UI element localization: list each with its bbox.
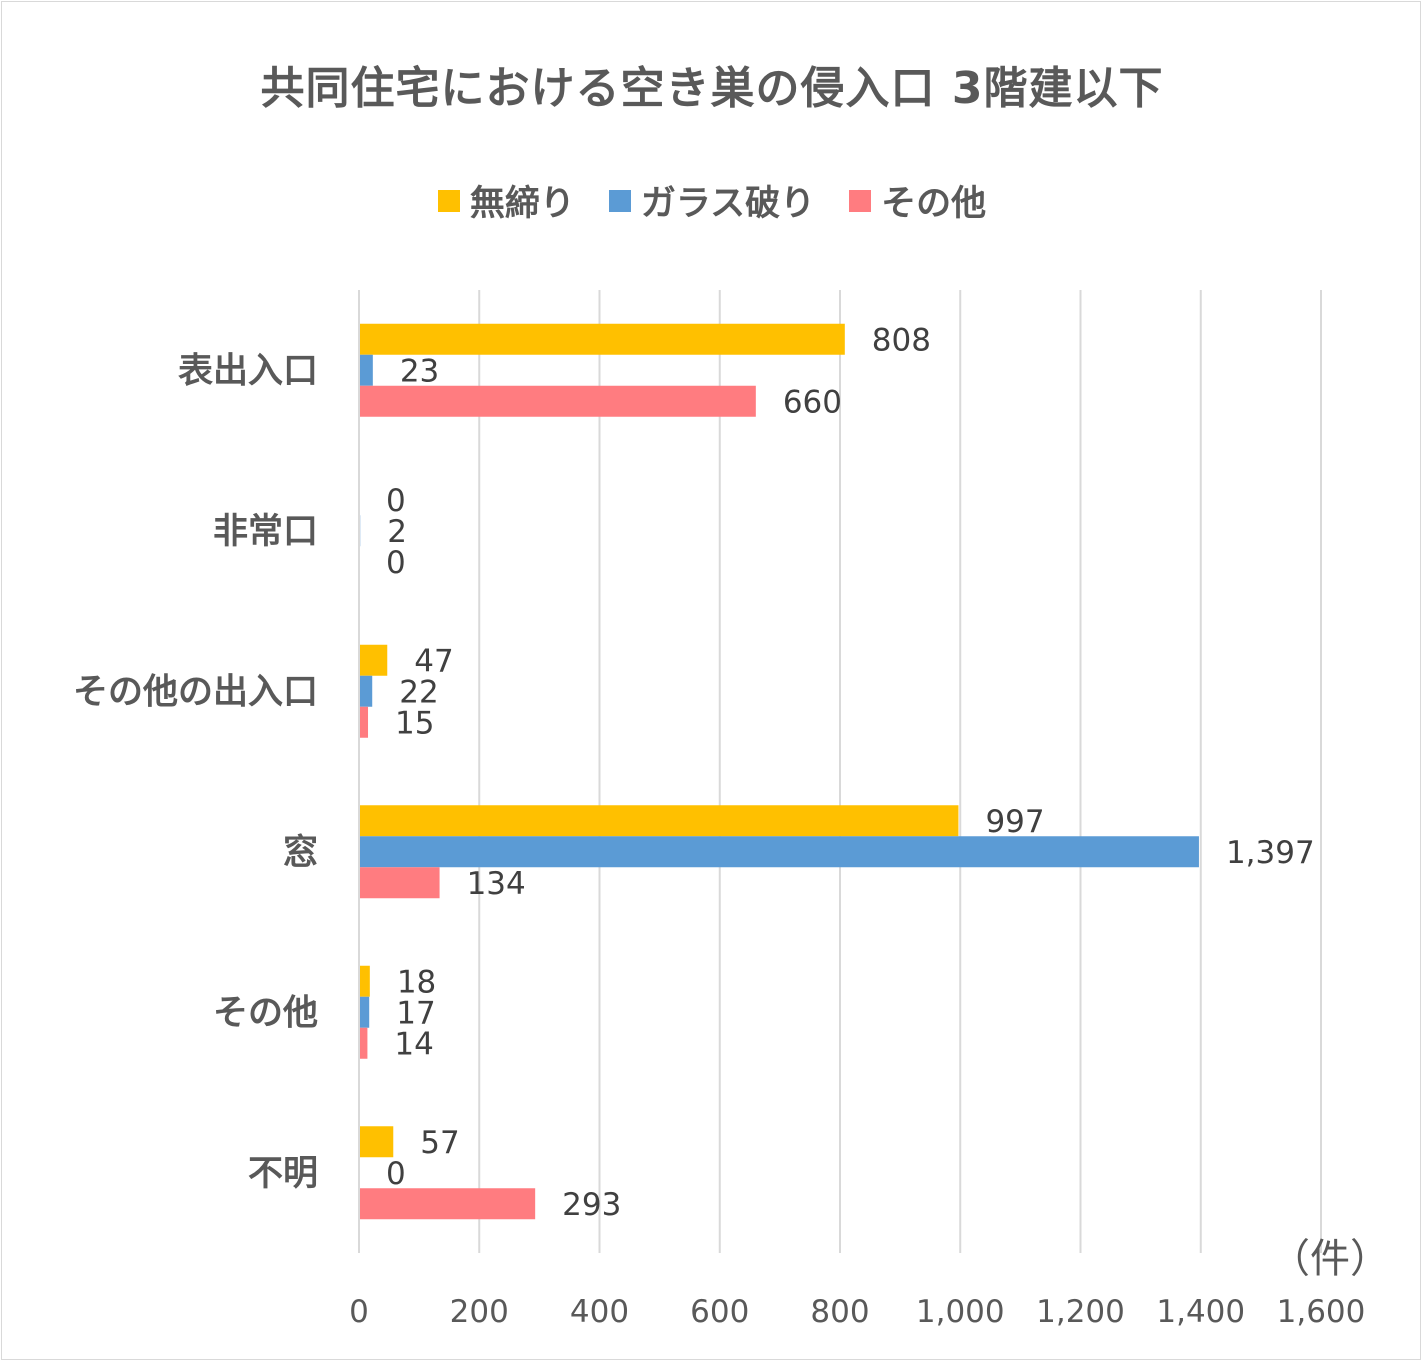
legend-swatch-series-2 [849, 189, 872, 212]
data-label-3-series-2: 134 [467, 866, 526, 902]
chart-title: 共同住宅における空き巣の侵入口 3階建以下 [260, 63, 1164, 114]
bar-2-series-0 [359, 644, 388, 676]
chart-legend: 無締り ガラス破り その他 [0, 175, 1424, 226]
category-label-1: 非常口 [213, 512, 318, 552]
legend-label-series-1: ガラス破り [640, 184, 816, 224]
data-label-3-series-1: 1,397 [1226, 835, 1315, 871]
data-label-4-series-0: 18 [397, 964, 436, 1000]
bar-2-series-1 [359, 675, 373, 707]
bar-5-series-2 [359, 1188, 536, 1220]
bar-4-series-2 [359, 1027, 368, 1059]
category-label-5: 不明 [248, 1154, 318, 1194]
x-tick-label-600: 600 [690, 1294, 749, 1330]
bar-4-series-0 [359, 965, 370, 997]
bar-4-series-1 [359, 996, 370, 1028]
x-tick-label-1200: 1,200 [1036, 1294, 1125, 1330]
x-tick-label-400: 400 [570, 1294, 629, 1330]
category-label-0: 表出入口 [178, 351, 318, 391]
legend-label-series-0: 無締り [469, 184, 575, 224]
x-tick-label-1400: 1,400 [1156, 1294, 1245, 1330]
category-label-3: 窓 [283, 833, 318, 873]
x-tick-label-1600: 1,600 [1277, 1294, 1366, 1330]
data-label-5-series-1: 0 [386, 1156, 406, 1192]
data-label-5-series-0: 57 [420, 1125, 459, 1161]
bar-3-series-1 [359, 836, 1199, 868]
data-label-0-series-2: 660 [783, 384, 842, 420]
data-label-2-series-1: 22 [399, 674, 438, 710]
data-label-4-series-1: 17 [396, 995, 435, 1031]
bar-0-series-0 [359, 323, 845, 355]
data-label-5-series-2: 293 [562, 1187, 621, 1223]
legend-item-series-1: ガラス破り [608, 175, 816, 226]
data-label-0-series-0: 808 [872, 322, 931, 358]
legend-item-series-2: その他 [849, 175, 986, 226]
bar-0-series-2 [359, 385, 756, 417]
data-label-1-series-2: 0 [386, 545, 406, 581]
legend-swatch-series-1 [608, 189, 631, 212]
data-label-2-series-0: 47 [414, 643, 453, 679]
bar-0-series-1 [359, 354, 373, 386]
x-tick-label-800: 800 [810, 1294, 869, 1330]
data-label-3-series-0: 997 [985, 804, 1044, 840]
bar-2-series-2 [359, 706, 369, 738]
bar-3-series-2 [359, 867, 440, 899]
category-label-2: その他の出入口 [73, 672, 318, 712]
legend-label-series-2: その他 [881, 184, 987, 224]
bar-5-series-0 [359, 1126, 394, 1158]
data-label-2-series-2: 15 [395, 705, 434, 741]
data-label-1-series-0: 0 [386, 483, 406, 519]
bar-3-series-0 [359, 805, 959, 837]
x-tick-label-0: 0 [349, 1294, 369, 1330]
category-label-4: その他 [213, 993, 318, 1033]
data-label-4-series-2: 14 [394, 1026, 433, 1062]
x-tick-label-1000: 1,000 [916, 1294, 1005, 1330]
x-tick-label-200: 200 [450, 1294, 509, 1330]
unit-label: （件） [1270, 1236, 1390, 1282]
data-label-1-series-1: 2 [387, 514, 407, 550]
data-label-0-series-1: 23 [400, 353, 439, 389]
legend-swatch-series-0 [437, 189, 460, 212]
legend-item-series-0: 無締り [437, 175, 575, 226]
